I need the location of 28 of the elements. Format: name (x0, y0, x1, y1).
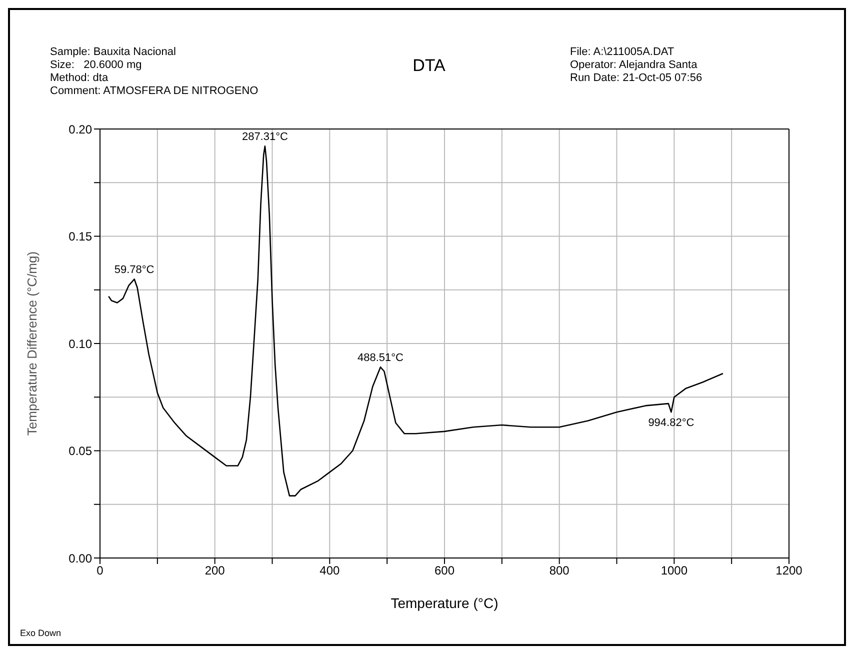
x-tick-label: 1200 (776, 564, 803, 578)
x-tick-label: 600 (434, 564, 455, 578)
y-tick-label: 0.10 (68, 336, 92, 351)
annotation: 59.78°C (114, 264, 154, 276)
text: Size: 20.6000 mg (50, 59, 143, 72)
y-tick-label: 0.15 (68, 230, 92, 244)
text: Run Date: 21-Oct-05 07:56 (570, 72, 702, 85)
text: Operator: Alejandra Santa (570, 59, 698, 72)
y-tick-label: 0.20 (68, 122, 92, 136)
y-tick-label: 0.05 (68, 444, 92, 458)
text: Comment: ATMOSFERA DE NITROGENO (50, 85, 258, 98)
annotation: 994.82°C (648, 416, 694, 429)
y-axis-title: Temperature Difference (°C/mg) (24, 251, 40, 436)
x-axis-title: Temperature (°C) (390, 595, 498, 611)
text: File: A:\211005A.DAT (570, 46, 676, 59)
annotation: 488.51°C (357, 352, 404, 364)
annotation: 287.31°C (242, 131, 288, 144)
x-tick-label: 800 (549, 564, 570, 578)
line-series (108, 146, 724, 496)
chart-title: DTA (412, 56, 446, 75)
x-tick-label: 0 (96, 564, 104, 578)
x-tick-label: 400 (320, 564, 340, 578)
x-tick-label: 200 (204, 564, 226, 578)
text: Method: dta (50, 72, 110, 85)
y-tick-label: 0.00 (68, 551, 92, 566)
text: Sample: Bauxita Nacional (50, 46, 177, 59)
x-tick-label: 1000 (660, 564, 688, 578)
text: Exo Down (20, 628, 62, 638)
